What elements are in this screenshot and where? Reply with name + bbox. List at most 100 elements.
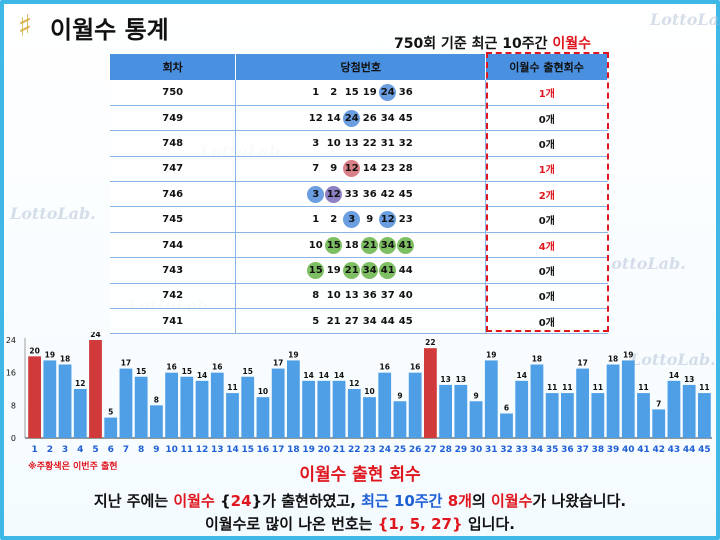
y-tick-label: 8 xyxy=(11,401,16,410)
carryover-count: 0개 xyxy=(538,266,555,278)
round-cell: 749 xyxy=(110,105,237,132)
x-tick-label: 21 xyxy=(333,445,346,455)
winning-number: 12 xyxy=(308,112,323,124)
winning-number: 37 xyxy=(380,290,395,302)
x-tick-label: 23 xyxy=(363,445,376,455)
bar xyxy=(637,393,650,438)
bar xyxy=(393,401,407,438)
table-row: 742 8 10 13 36 37 40 0개 xyxy=(110,283,608,310)
bar xyxy=(530,364,544,438)
winning-number: 23 xyxy=(380,163,395,175)
x-tick-label: 13 xyxy=(211,445,224,455)
x-tick-label: 24 xyxy=(378,445,391,455)
carryover-count-cell: 1개 xyxy=(485,156,608,183)
bar xyxy=(606,364,620,438)
carryover-number: 3 xyxy=(343,211,361,229)
winning-number: 19 xyxy=(362,86,377,98)
winning-number: 31 xyxy=(380,137,395,149)
bar-value-label: 11 xyxy=(593,383,603,392)
winning-number: 10 xyxy=(326,137,341,149)
bar xyxy=(317,380,331,438)
winning-number: 44 xyxy=(398,264,413,276)
winning-numbers-cell: 12 14 24 26 34 45 xyxy=(235,105,487,132)
winning-number: 13 xyxy=(344,290,359,302)
winning-number: 45 xyxy=(398,188,413,200)
round-cell: 750 xyxy=(110,80,237,106)
x-tick-label: 22 xyxy=(348,445,361,455)
bar xyxy=(241,376,255,438)
bar xyxy=(454,384,468,438)
summary-text: 지난 주에는 xyxy=(93,492,174,510)
bar xyxy=(104,417,118,438)
bar-value-label: 12 xyxy=(75,379,85,388)
bar-value-label: 14 xyxy=(303,371,313,380)
winning-number: 14 xyxy=(326,112,341,124)
bar-value-label: 17 xyxy=(121,359,131,368)
x-tick-label: 25 xyxy=(394,445,407,455)
bar-value-label: 14 xyxy=(334,371,344,380)
x-tick-label: 39 xyxy=(607,445,620,455)
bar-value-label: 17 xyxy=(577,359,587,368)
chart-note: ※주황색은 이번주 출현 xyxy=(28,462,118,472)
carryover-count-cell: 0개 xyxy=(485,130,608,157)
bar xyxy=(378,372,392,438)
carryover-number: 15 xyxy=(325,236,343,254)
bar-value-label: 14 xyxy=(319,371,329,380)
table-row: 744 10 15 18 21 34 41 4개 xyxy=(110,232,608,259)
x-tick-label: 14 xyxy=(226,445,239,455)
winning-number: 10 xyxy=(326,290,341,302)
x-tick-label: 2 xyxy=(47,445,53,455)
winning-number: 22 xyxy=(362,137,377,149)
bar xyxy=(621,360,635,438)
highlighted-summary-text: 8개 xyxy=(447,492,472,510)
winning-number: 42 xyxy=(380,188,395,200)
subtitle-text: 750회 기준 최근 10주간 xyxy=(394,36,553,52)
winning-number: 3 xyxy=(312,137,320,149)
bar-value-label: 16 xyxy=(380,363,390,372)
bar xyxy=(149,405,163,438)
bar-value-label: 5 xyxy=(108,408,113,417)
carryover-count: 0개 xyxy=(538,317,555,329)
bar-value-label: 6 xyxy=(504,404,509,413)
x-tick-label: 36 xyxy=(561,445,574,455)
winning-number: 5 xyxy=(312,315,320,327)
lottolab-logo-icon: ♯ xyxy=(17,9,33,44)
carryover-count: 1개 xyxy=(538,165,555,177)
carryover-count-cell: 0개 xyxy=(485,105,608,132)
winning-number: 33 xyxy=(344,188,359,200)
winning-number: 8 xyxy=(312,290,320,302)
bar-value-label: 14 xyxy=(197,371,207,380)
bar xyxy=(408,372,422,438)
bar-value-label: 18 xyxy=(608,355,618,364)
y-tick-label: 0 xyxy=(11,434,16,443)
bar-value-label: 14 xyxy=(669,371,679,380)
bar-value-label: 11 xyxy=(227,383,237,392)
x-tick-label: 40 xyxy=(622,445,635,455)
x-tick-label: 9 xyxy=(153,445,159,455)
bar-value-label: 11 xyxy=(699,383,709,392)
bar xyxy=(89,340,102,438)
round-cell: 745 xyxy=(110,206,237,233)
winning-numbers-cell: 7 9 12 14 23 28 xyxy=(235,156,487,183)
winning-number: 18 xyxy=(344,239,359,251)
winning-number: 2 xyxy=(330,214,338,226)
bar-value-label: 9 xyxy=(473,391,478,400)
bar xyxy=(286,360,300,438)
x-tick-label: 3 xyxy=(62,445,68,455)
column-header-numbers: 당첨번호 xyxy=(235,54,487,80)
bar-value-label: 19 xyxy=(623,350,633,359)
winning-number: 13 xyxy=(344,137,359,149)
carryover-column-highlight-box xyxy=(486,52,609,332)
bar-value-label: 14 xyxy=(517,371,527,380)
bar-value-label: 22 xyxy=(425,338,435,347)
x-tick-label: 42 xyxy=(652,445,665,455)
bar xyxy=(439,384,453,438)
bar-value-label: 10 xyxy=(258,387,268,396)
bar xyxy=(347,389,361,438)
carryover-count: 0개 xyxy=(538,216,555,228)
bar xyxy=(500,413,513,438)
table-subtitle: 750회 기준 최근 10주간 이월수 xyxy=(394,33,591,53)
table-row: 743 15 19 21 34 41 44 0개 xyxy=(110,257,608,284)
summary-text: { xyxy=(214,492,231,510)
winning-number: 7 xyxy=(312,163,320,175)
